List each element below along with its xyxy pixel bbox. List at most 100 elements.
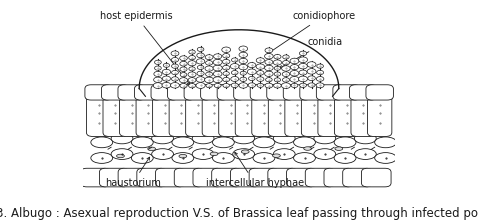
Circle shape: [231, 77, 239, 81]
Circle shape: [154, 60, 161, 64]
Circle shape: [316, 77, 324, 81]
Ellipse shape: [172, 153, 194, 163]
Ellipse shape: [253, 153, 275, 163]
FancyBboxPatch shape: [287, 168, 316, 187]
Circle shape: [317, 64, 324, 68]
Circle shape: [257, 83, 263, 87]
FancyBboxPatch shape: [234, 85, 261, 100]
Circle shape: [239, 46, 248, 51]
Circle shape: [189, 50, 196, 54]
Circle shape: [299, 51, 307, 56]
Circle shape: [162, 69, 171, 75]
Circle shape: [257, 77, 264, 81]
FancyBboxPatch shape: [283, 85, 311, 100]
Ellipse shape: [152, 149, 174, 159]
Ellipse shape: [131, 137, 153, 148]
Circle shape: [300, 83, 306, 87]
FancyBboxPatch shape: [81, 168, 110, 187]
Ellipse shape: [375, 153, 397, 163]
Circle shape: [197, 65, 204, 70]
Circle shape: [153, 77, 162, 82]
Circle shape: [172, 57, 179, 62]
Circle shape: [256, 64, 265, 69]
FancyBboxPatch shape: [300, 85, 327, 100]
Ellipse shape: [334, 137, 356, 148]
FancyBboxPatch shape: [134, 85, 162, 100]
FancyBboxPatch shape: [151, 85, 178, 100]
Circle shape: [239, 64, 248, 70]
Circle shape: [273, 83, 281, 88]
FancyBboxPatch shape: [168, 85, 195, 100]
Ellipse shape: [179, 154, 187, 158]
FancyBboxPatch shape: [267, 85, 294, 100]
FancyBboxPatch shape: [302, 92, 326, 136]
Circle shape: [206, 84, 212, 88]
FancyBboxPatch shape: [155, 168, 185, 187]
Circle shape: [274, 55, 281, 59]
Circle shape: [265, 65, 273, 71]
Circle shape: [172, 64, 178, 68]
Circle shape: [265, 83, 273, 88]
Circle shape: [282, 72, 290, 77]
FancyBboxPatch shape: [120, 92, 144, 136]
Circle shape: [153, 83, 163, 88]
FancyBboxPatch shape: [351, 92, 375, 136]
FancyBboxPatch shape: [268, 168, 297, 187]
Circle shape: [180, 73, 187, 77]
Circle shape: [222, 59, 230, 64]
Ellipse shape: [91, 153, 113, 163]
Circle shape: [189, 55, 196, 60]
FancyBboxPatch shape: [349, 85, 377, 100]
Circle shape: [189, 84, 196, 88]
FancyBboxPatch shape: [185, 92, 210, 136]
Circle shape: [213, 65, 222, 71]
FancyBboxPatch shape: [202, 92, 227, 136]
Circle shape: [188, 61, 196, 66]
Circle shape: [299, 70, 307, 75]
FancyBboxPatch shape: [335, 92, 359, 136]
Circle shape: [249, 76, 255, 81]
Circle shape: [197, 53, 205, 58]
Circle shape: [274, 72, 281, 76]
FancyBboxPatch shape: [249, 168, 279, 187]
Text: haustorium: haustorium: [105, 157, 161, 188]
Circle shape: [247, 69, 256, 75]
Circle shape: [290, 64, 299, 70]
Circle shape: [240, 77, 247, 81]
Circle shape: [214, 83, 221, 88]
FancyBboxPatch shape: [152, 92, 177, 136]
Circle shape: [171, 51, 179, 56]
Circle shape: [214, 54, 222, 59]
Text: intercellular hyphae: intercellular hyphae: [206, 152, 304, 188]
FancyBboxPatch shape: [136, 92, 161, 136]
Circle shape: [266, 78, 272, 82]
Circle shape: [308, 83, 315, 87]
Circle shape: [298, 57, 307, 63]
Circle shape: [205, 66, 213, 71]
Circle shape: [307, 69, 316, 74]
Ellipse shape: [354, 149, 376, 159]
Circle shape: [291, 83, 298, 88]
Ellipse shape: [335, 147, 343, 150]
Circle shape: [308, 76, 315, 81]
FancyBboxPatch shape: [333, 85, 360, 100]
Circle shape: [282, 83, 291, 88]
Text: conidiophore: conidiophore: [267, 11, 355, 54]
Ellipse shape: [293, 153, 315, 163]
Circle shape: [223, 77, 229, 82]
Ellipse shape: [293, 137, 315, 148]
FancyBboxPatch shape: [268, 92, 293, 136]
Circle shape: [274, 78, 281, 82]
Ellipse shape: [273, 133, 295, 144]
Circle shape: [239, 58, 248, 64]
Circle shape: [180, 67, 187, 72]
Circle shape: [299, 63, 307, 69]
FancyBboxPatch shape: [201, 85, 228, 100]
Circle shape: [196, 59, 205, 64]
Text: conidia: conidia: [280, 37, 343, 68]
FancyBboxPatch shape: [343, 168, 372, 187]
Circle shape: [316, 70, 324, 75]
Circle shape: [290, 77, 299, 82]
Ellipse shape: [354, 133, 376, 144]
Text: Fig. 3. Albugo : Asexual reproduction V.S. of Brassica leaf passing through infe: Fig. 3. Albugo : Asexual reproduction V.…: [0, 207, 478, 220]
